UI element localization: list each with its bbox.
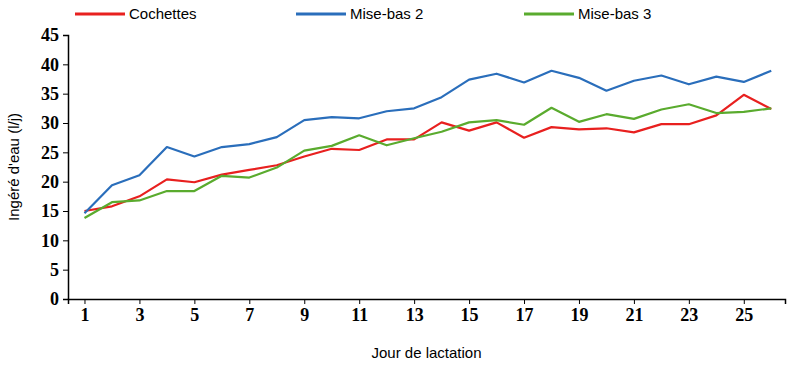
legend-item: Cochettes xyxy=(75,5,197,22)
y-tick-label: 25 xyxy=(41,143,59,163)
x-tick-mark xyxy=(634,299,635,304)
legend-swatch xyxy=(524,13,574,16)
x-tick: 13 xyxy=(406,299,424,325)
y-tick: 15 xyxy=(41,201,68,221)
x-tick-label: 15 xyxy=(461,305,479,325)
x-tick: 9 xyxy=(300,299,309,325)
y-axis: 0 5 10 15 20 25 30 35 40 45 xyxy=(41,25,69,309)
x-tick-mark xyxy=(689,299,690,304)
x-tick-label: 3 xyxy=(135,305,144,325)
x-tick-mark xyxy=(744,299,745,304)
x-tick-mark xyxy=(414,299,415,304)
y-tick: 45 xyxy=(41,25,68,45)
x-tick-label: 23 xyxy=(680,305,698,325)
y-tick-label: 45 xyxy=(41,25,59,45)
y-tick-label: 10 xyxy=(41,231,59,251)
x-tick: 25 xyxy=(735,299,753,325)
x-tick-label: 21 xyxy=(625,305,643,325)
x-tick: 11 xyxy=(351,299,368,325)
x-tick: 21 xyxy=(625,299,643,325)
y-tick-label: 40 xyxy=(41,55,59,75)
y-tick-mark xyxy=(63,211,68,212)
x-tick-label: 11 xyxy=(351,305,368,325)
legend-item: Mise-bas 3 xyxy=(524,5,651,22)
x-tick: 1 xyxy=(80,299,89,325)
y-tick-label: 30 xyxy=(41,113,59,133)
y-tick-label: 15 xyxy=(41,201,59,221)
series-line xyxy=(84,95,771,211)
y-tick: 20 xyxy=(41,172,68,192)
legend-swatch xyxy=(75,13,125,16)
legend: Cochettes Mise-bas 2 Mise-bas 3 xyxy=(75,5,651,22)
y-tick-mark xyxy=(63,123,68,124)
y-axis-title: Ingéré d'eau (l/j) xyxy=(5,113,22,221)
x-tick-mark xyxy=(304,299,305,304)
y-tick: 0 xyxy=(50,289,68,309)
legend-item: Mise-bas 2 xyxy=(296,5,423,22)
x-tick-mark xyxy=(524,299,525,304)
x-tick-label: 13 xyxy=(406,305,424,325)
x-tick-mark xyxy=(469,299,470,304)
y-tick-label: 35 xyxy=(41,84,59,104)
x-axis: 135791113151719212325 xyxy=(69,299,786,325)
x-tick-mark xyxy=(359,299,360,304)
x-tick-label: 5 xyxy=(190,305,199,325)
y-tick-mark xyxy=(63,299,68,300)
x-tick: 23 xyxy=(680,299,698,325)
x-tick: 17 xyxy=(516,299,534,325)
x-tick: 19 xyxy=(570,299,588,325)
x-tick-mark xyxy=(579,299,580,304)
y-tick-label: 5 xyxy=(50,260,59,280)
x-tick-label: 25 xyxy=(735,305,753,325)
x-tick: 15 xyxy=(461,299,479,325)
x-tick-label: 19 xyxy=(570,305,588,325)
y-tick: 35 xyxy=(41,84,68,104)
y-tick: 5 xyxy=(50,260,68,280)
legend-label: Cochettes xyxy=(129,5,197,22)
y-tick: 10 xyxy=(41,231,68,251)
legend-label: Mise-bas 2 xyxy=(350,5,423,22)
x-tick-mark xyxy=(249,299,250,304)
y-tick-mark xyxy=(63,270,68,271)
series-line xyxy=(84,104,771,218)
y-tick: 40 xyxy=(41,55,68,75)
legend-label: Mise-bas 3 xyxy=(578,5,651,22)
chart: 135791113151719212325051015202530354045J… xyxy=(0,0,788,366)
x-tick: 7 xyxy=(245,299,254,325)
legend-swatch xyxy=(296,13,346,16)
x-tick: 3 xyxy=(135,299,144,325)
x-tick-mark xyxy=(194,299,195,304)
y-tick: 30 xyxy=(41,113,68,133)
y-tick-mark xyxy=(63,35,68,36)
x-tick-label: 17 xyxy=(516,305,534,325)
x-axis-title: Jour de lactation xyxy=(371,344,481,361)
x-tick-mark xyxy=(84,299,85,304)
plot-area xyxy=(84,71,771,218)
x-tick: 5 xyxy=(190,299,199,325)
y-tick-label: 0 xyxy=(50,289,59,309)
x-tick-label: 1 xyxy=(80,305,89,325)
x-axis-line xyxy=(69,300,786,305)
y-axis-line xyxy=(63,36,69,300)
x-tick-label: 7 xyxy=(245,305,254,325)
x-tick-label: 9 xyxy=(300,305,309,325)
y-tick-mark xyxy=(63,240,68,241)
y-tick-mark xyxy=(63,94,68,95)
x-tick-mark xyxy=(139,299,140,304)
y-tick-mark xyxy=(63,64,68,65)
y-tick: 25 xyxy=(41,143,68,163)
y-tick-mark xyxy=(63,152,68,153)
y-tick-label: 20 xyxy=(41,172,59,192)
y-tick-mark xyxy=(63,182,68,183)
